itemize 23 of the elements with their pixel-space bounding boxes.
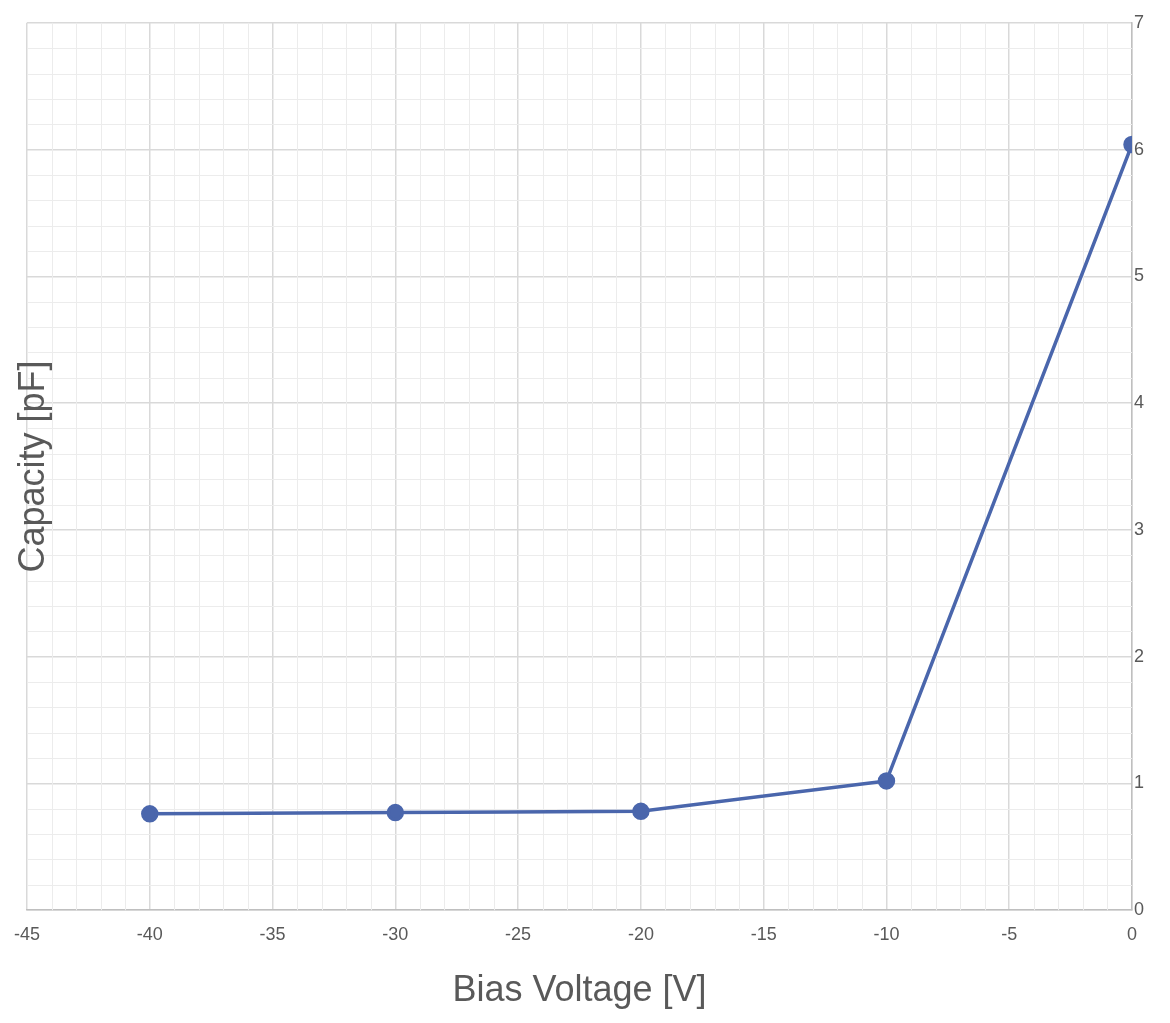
y-tick-label: 3 [1133,518,1144,539]
point [141,805,159,823]
y-tick-label: 6 [1133,138,1144,159]
y-tick-label: 2 [1133,645,1144,666]
x-tick-label: -35 [259,923,286,944]
y-tick-label: 4 [1133,392,1144,413]
y-tick-label: 5 [1133,265,1144,286]
x-tick-label: -25 [505,923,532,944]
x-tick-label: -30 [382,923,409,944]
y-tick-label: 1 [1133,772,1144,793]
point [386,803,405,822]
x-tick-label: -15 [750,923,777,944]
x-tick-label: -5 [1001,923,1018,944]
x-tick-label: -45 [14,923,41,944]
y-axis-title: Capacity [pF] [10,360,52,573]
y-tick-label: 7 [1133,11,1144,32]
x-tick-label: -20 [627,923,654,944]
x-tick-label: -10 [873,923,900,944]
point [877,772,896,790]
x-tick-label: -40 [136,923,163,944]
point [632,802,650,821]
y-tick-label: 0 [1133,899,1144,920]
x-axis-title: Bias Voltage [V] [452,968,707,1010]
